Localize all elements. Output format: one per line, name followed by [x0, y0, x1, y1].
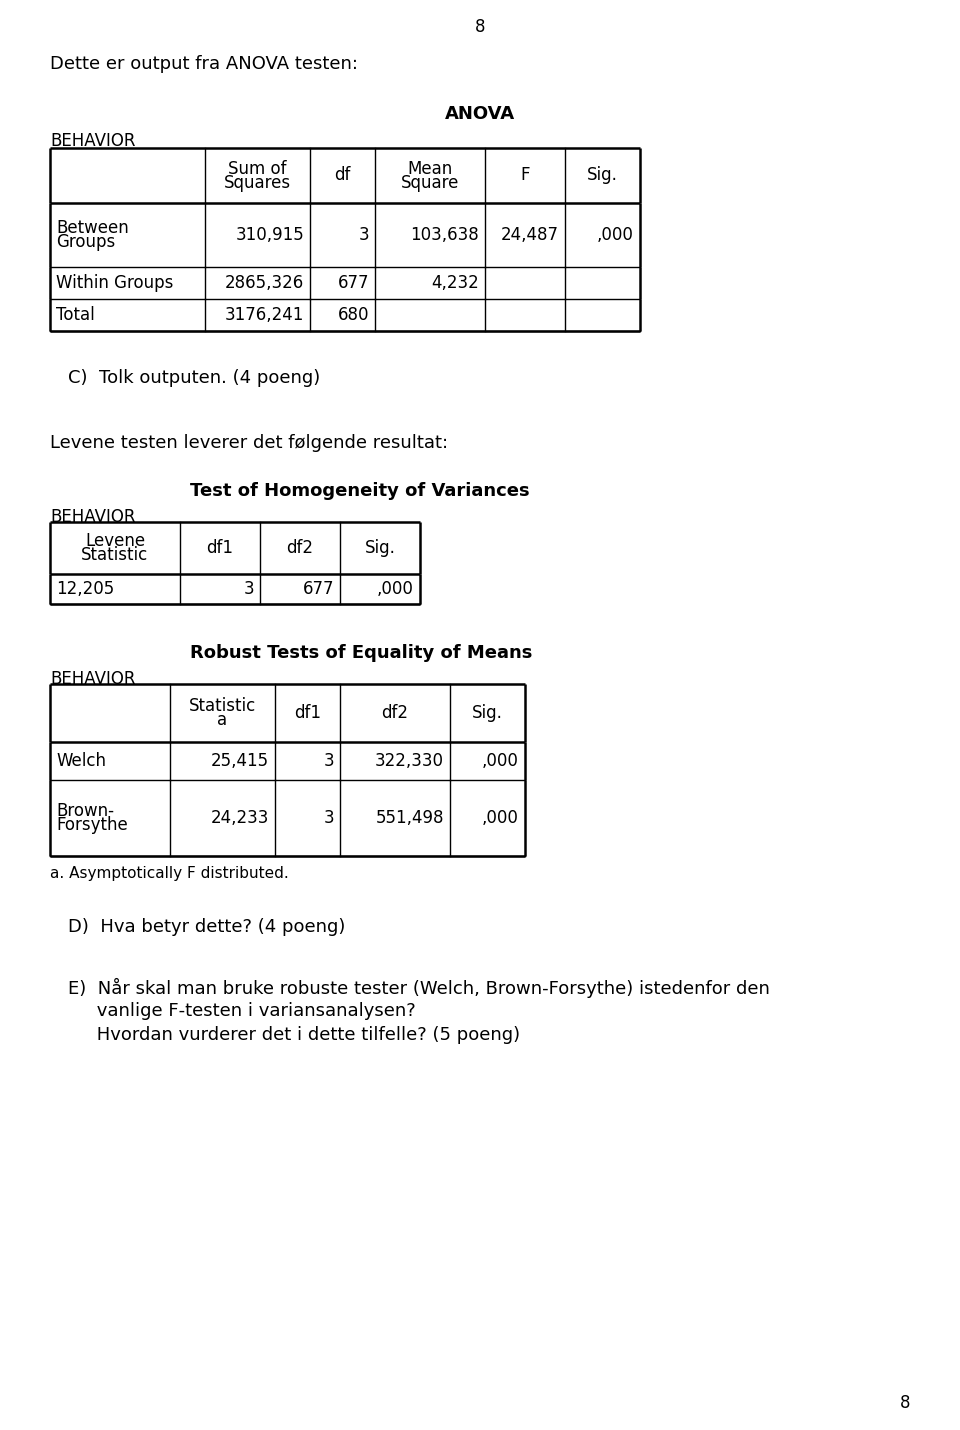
- Text: 2865,326: 2865,326: [225, 275, 304, 292]
- Text: 551,498: 551,498: [375, 809, 444, 827]
- Text: Mean: Mean: [407, 160, 452, 177]
- Text: Welch: Welch: [56, 752, 106, 769]
- Text: 3: 3: [324, 752, 334, 769]
- Text: 103,638: 103,638: [410, 226, 479, 245]
- Text: BEHAVIOR: BEHAVIOR: [50, 132, 135, 150]
- Text: 677: 677: [302, 581, 334, 598]
- Text: df2: df2: [381, 704, 409, 722]
- Text: ,000: ,000: [482, 809, 519, 827]
- Text: ,000: ,000: [482, 752, 519, 769]
- Text: 12,205: 12,205: [56, 581, 114, 598]
- Text: E)  Når skal man bruke robuste tester (Welch, Brown-Forsythe) istedenfor den: E) Når skal man bruke robuste tester (We…: [68, 978, 770, 998]
- Text: ,000: ,000: [597, 226, 634, 245]
- Text: BEHAVIOR: BEHAVIOR: [50, 508, 135, 526]
- Text: Within Groups: Within Groups: [56, 275, 174, 292]
- Text: Hvordan vurderer det i dette tilfelle? (5 poeng): Hvordan vurderer det i dette tilfelle? (…: [68, 1025, 520, 1044]
- Text: Between: Between: [56, 219, 129, 237]
- Text: Groups: Groups: [56, 233, 115, 252]
- Text: 3: 3: [358, 226, 369, 245]
- Text: 322,330: 322,330: [375, 752, 444, 769]
- Text: Sum of: Sum of: [228, 160, 287, 177]
- Text: 24,487: 24,487: [501, 226, 559, 245]
- Text: 677: 677: [338, 275, 369, 292]
- Text: Statistic: Statistic: [189, 696, 256, 715]
- Text: a: a: [217, 711, 228, 729]
- Text: 310,915: 310,915: [235, 226, 304, 245]
- Text: Squares: Squares: [224, 173, 291, 192]
- Text: Levene: Levene: [84, 532, 145, 551]
- Text: df2: df2: [286, 539, 314, 558]
- Text: 680: 680: [338, 306, 369, 325]
- Text: 3176,241: 3176,241: [225, 306, 304, 325]
- Text: D)  Hva betyr dette? (4 poeng): D) Hva betyr dette? (4 poeng): [68, 918, 346, 937]
- Text: Levene testen leverer det følgende resultat:: Levene testen leverer det følgende resul…: [50, 433, 448, 452]
- Text: 8: 8: [900, 1394, 910, 1411]
- Text: Total: Total: [56, 306, 95, 325]
- Text: ANOVA: ANOVA: [444, 104, 516, 123]
- Text: df1: df1: [294, 704, 321, 722]
- Text: Sig.: Sig.: [365, 539, 396, 558]
- Text: Robust Tests of Equality of Means: Robust Tests of Equality of Means: [190, 644, 533, 662]
- Text: vanlige F-testen i variansanalysen?: vanlige F-testen i variansanalysen?: [68, 1002, 416, 1020]
- Text: Dette er output fra ANOVA testen:: Dette er output fra ANOVA testen:: [50, 54, 358, 73]
- Text: Test of Homogeneity of Variances: Test of Homogeneity of Variances: [190, 482, 530, 500]
- Text: Sig.: Sig.: [472, 704, 503, 722]
- Text: a. Asymptotically F distributed.: a. Asymptotically F distributed.: [50, 867, 289, 881]
- Text: Sig.: Sig.: [588, 166, 618, 184]
- Text: Brown-: Brown-: [56, 802, 114, 819]
- Text: C)  Tolk outputen. (4 poeng): C) Tolk outputen. (4 poeng): [68, 369, 321, 388]
- Text: df: df: [334, 166, 350, 184]
- Text: Forsythe: Forsythe: [56, 817, 128, 834]
- Text: 25,415: 25,415: [211, 752, 269, 769]
- Text: 4,232: 4,232: [431, 275, 479, 292]
- Text: F: F: [520, 166, 530, 184]
- Text: 8: 8: [475, 19, 485, 36]
- Text: 3: 3: [324, 809, 334, 827]
- Text: 24,233: 24,233: [210, 809, 269, 827]
- Text: Square: Square: [401, 173, 459, 192]
- Text: BEHAVIOR: BEHAVIOR: [50, 671, 135, 688]
- Text: Statistic: Statistic: [82, 546, 149, 563]
- Text: ,000: ,000: [377, 581, 414, 598]
- Text: df1: df1: [206, 539, 233, 558]
- Text: 3: 3: [244, 581, 254, 598]
